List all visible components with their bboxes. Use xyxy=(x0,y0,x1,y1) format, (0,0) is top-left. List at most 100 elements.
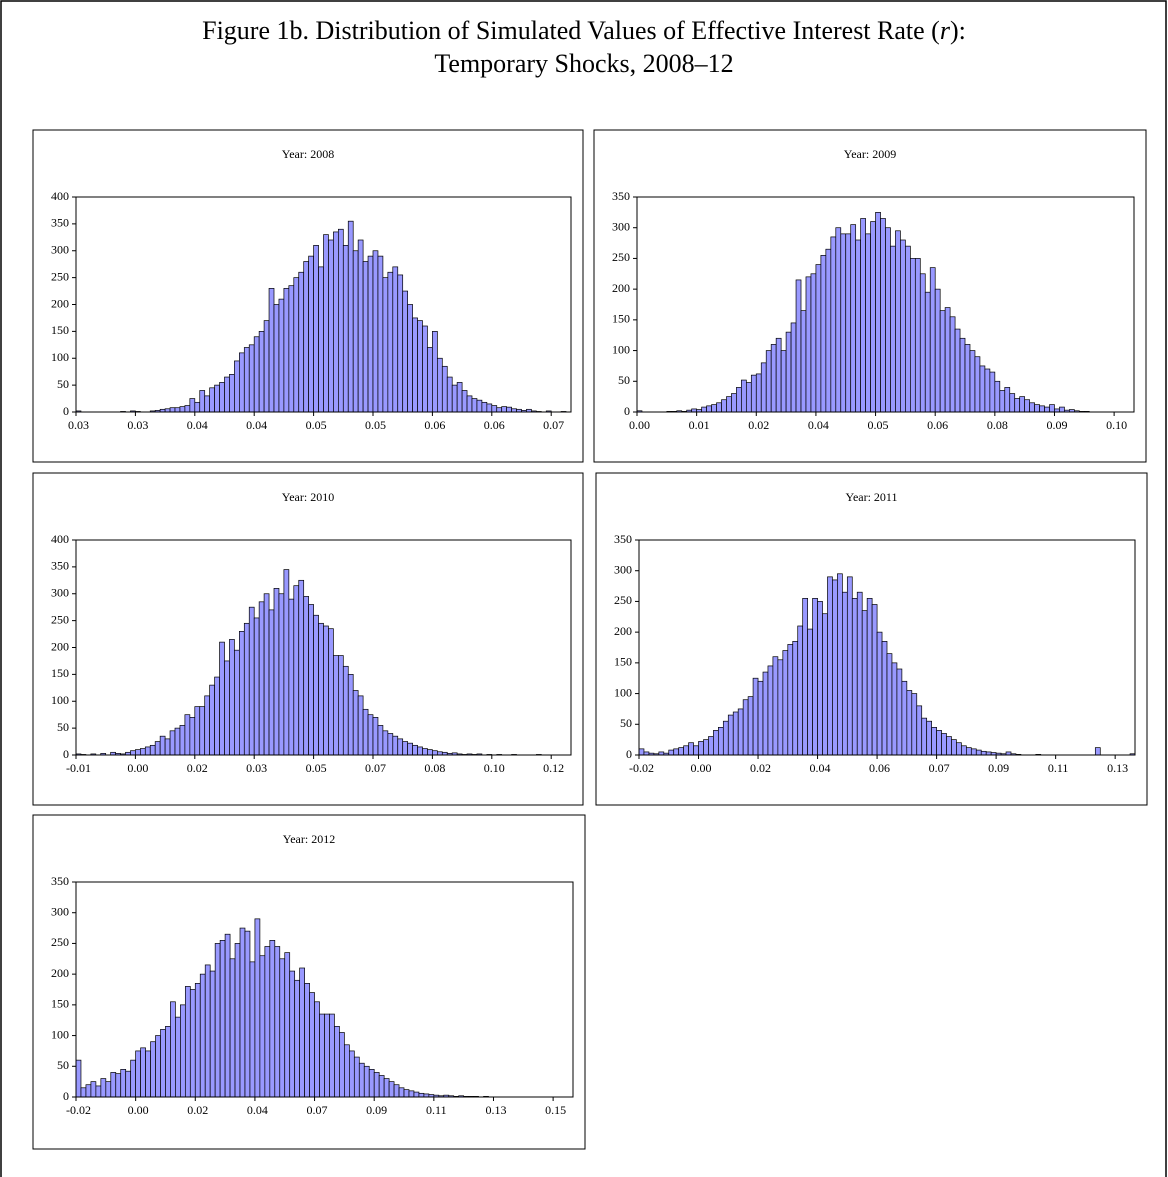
bar xyxy=(476,399,483,413)
bar xyxy=(765,350,772,413)
bar xyxy=(701,406,707,413)
panel-frame xyxy=(32,814,586,1150)
bar xyxy=(984,368,991,413)
bar xyxy=(268,288,275,413)
bar xyxy=(397,274,404,413)
bar xyxy=(780,350,787,413)
bar xyxy=(239,927,246,1098)
bar xyxy=(209,970,216,1098)
chart-title: Year: 2009 xyxy=(844,147,896,161)
x-tick-label: 0.13 xyxy=(485,1103,506,1117)
y-tick-label: 0 xyxy=(63,747,69,761)
bar xyxy=(775,337,782,413)
bar xyxy=(856,591,863,756)
bar xyxy=(362,708,369,756)
bar xyxy=(377,725,384,756)
bar xyxy=(194,983,201,1098)
bar xyxy=(304,983,310,1098)
bar xyxy=(323,234,329,413)
bar xyxy=(319,1013,325,1098)
y-tick-label: 250 xyxy=(51,935,69,949)
x-tick-label: 0.03 xyxy=(246,761,267,775)
bar xyxy=(727,714,734,756)
x-tick-label: 0.06 xyxy=(869,761,890,775)
bar xyxy=(299,967,305,1098)
y-tick-label: 250 xyxy=(51,269,69,283)
y-tick-label: 200 xyxy=(612,281,630,295)
bar xyxy=(184,714,191,756)
x-tick-label: 0.05 xyxy=(365,418,386,432)
bar xyxy=(941,733,947,756)
bar xyxy=(772,656,779,756)
bar xyxy=(165,1026,171,1098)
bar xyxy=(456,382,463,413)
bar xyxy=(762,671,769,756)
x-tick-label: 0.11 xyxy=(1048,761,1069,775)
bar xyxy=(802,598,808,756)
bar xyxy=(278,593,285,756)
x-tick-label: 0.00 xyxy=(127,761,148,775)
bar xyxy=(842,591,848,756)
bar xyxy=(966,747,972,756)
bar xyxy=(298,271,305,413)
figure-title-line2: Temporary Shocks, 2008–12 xyxy=(434,49,733,78)
bar xyxy=(860,218,866,413)
bar xyxy=(845,233,852,413)
bar xyxy=(248,344,255,413)
bar xyxy=(149,744,156,756)
bar xyxy=(747,696,754,756)
bar xyxy=(1044,406,1050,413)
y-tick-label: 100 xyxy=(51,1027,69,1041)
bar xyxy=(219,382,225,413)
bar xyxy=(846,576,853,756)
bar xyxy=(949,316,956,413)
bar xyxy=(248,606,255,756)
bar xyxy=(936,730,942,756)
bar xyxy=(288,598,295,756)
bar xyxy=(199,973,206,1098)
plot-frame xyxy=(75,881,574,1098)
bar xyxy=(954,328,961,413)
bar xyxy=(209,684,215,756)
bar xyxy=(866,598,873,756)
bar xyxy=(398,1087,405,1098)
bar xyxy=(427,749,433,756)
bar xyxy=(926,720,932,756)
bar xyxy=(1014,398,1021,413)
bar xyxy=(263,320,270,413)
bar xyxy=(901,680,908,756)
bar xyxy=(461,390,468,413)
bar xyxy=(283,288,290,413)
bar xyxy=(382,277,389,413)
bar xyxy=(777,659,784,756)
bar xyxy=(135,1050,141,1098)
bar xyxy=(229,639,235,756)
bar xyxy=(179,406,186,413)
bar xyxy=(900,239,906,413)
y-tick-label: 250 xyxy=(612,250,630,264)
bar xyxy=(209,387,215,413)
bar xyxy=(471,398,478,413)
bar xyxy=(388,1081,395,1098)
title-part: ): xyxy=(950,16,966,45)
bar xyxy=(184,986,191,1098)
bar xyxy=(214,943,221,1098)
bar xyxy=(638,748,645,756)
bar xyxy=(239,631,245,756)
bar xyxy=(432,750,438,756)
bar xyxy=(372,717,379,756)
bar xyxy=(362,261,369,413)
bar xyxy=(234,649,240,756)
bar xyxy=(752,677,759,756)
bar xyxy=(357,695,364,756)
bar xyxy=(909,258,916,413)
bar xyxy=(861,610,868,756)
bar xyxy=(432,331,438,413)
bar xyxy=(760,362,767,413)
y-tick-label: 0 xyxy=(63,404,69,418)
y-tick-label: 350 xyxy=(612,189,630,203)
bar xyxy=(914,258,921,413)
bar xyxy=(140,748,146,756)
x-tick-label: 0.09 xyxy=(988,761,1009,775)
bar xyxy=(154,741,161,756)
